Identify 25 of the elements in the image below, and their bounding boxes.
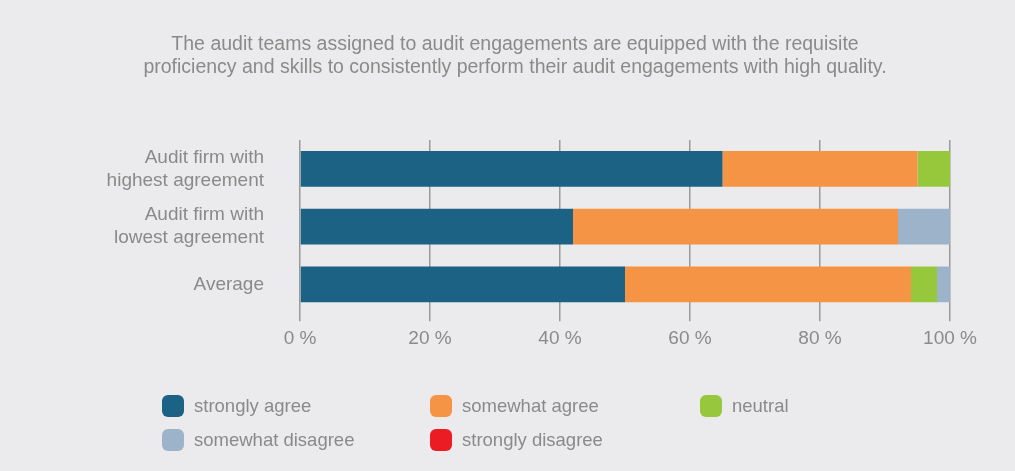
bar bbox=[300, 208, 573, 245]
x-tick-label: 60 % bbox=[668, 326, 712, 348]
bar bbox=[937, 266, 950, 303]
legend-label: strongly agree bbox=[194, 395, 312, 417]
y-tick-label: Audit firm with lowest agreement bbox=[114, 203, 265, 248]
x-tick-label: 40 % bbox=[538, 326, 582, 348]
x-tick-label: 100 % bbox=[923, 326, 978, 348]
bar bbox=[911, 266, 937, 303]
bar bbox=[300, 266, 625, 303]
bar bbox=[573, 208, 898, 245]
bar bbox=[300, 150, 723, 187]
x-tick-label: 0 % bbox=[283, 326, 317, 348]
y-tick-label: Average bbox=[193, 272, 264, 294]
bar bbox=[722, 150, 918, 187]
legend-label: somewhat agree bbox=[462, 395, 599, 417]
legend-label: neutral bbox=[732, 395, 789, 417]
bar bbox=[625, 266, 911, 303]
bar bbox=[917, 150, 950, 187]
x-tick-label: 20 % bbox=[408, 326, 452, 348]
legend-label: somewhat disagree bbox=[194, 429, 355, 451]
y-tick-label: Audit firm with highest agreement bbox=[106, 145, 265, 190]
chart-title: The audit teams assigned to audit engagements are equipped with the requisite proficiency and skills to consistently perform their audit engagements with high quality. bbox=[142, 32, 888, 78]
bar bbox=[898, 208, 950, 245]
legend-label: strongly disagree bbox=[462, 429, 603, 451]
x-tick-label: 80 % bbox=[798, 326, 842, 348]
